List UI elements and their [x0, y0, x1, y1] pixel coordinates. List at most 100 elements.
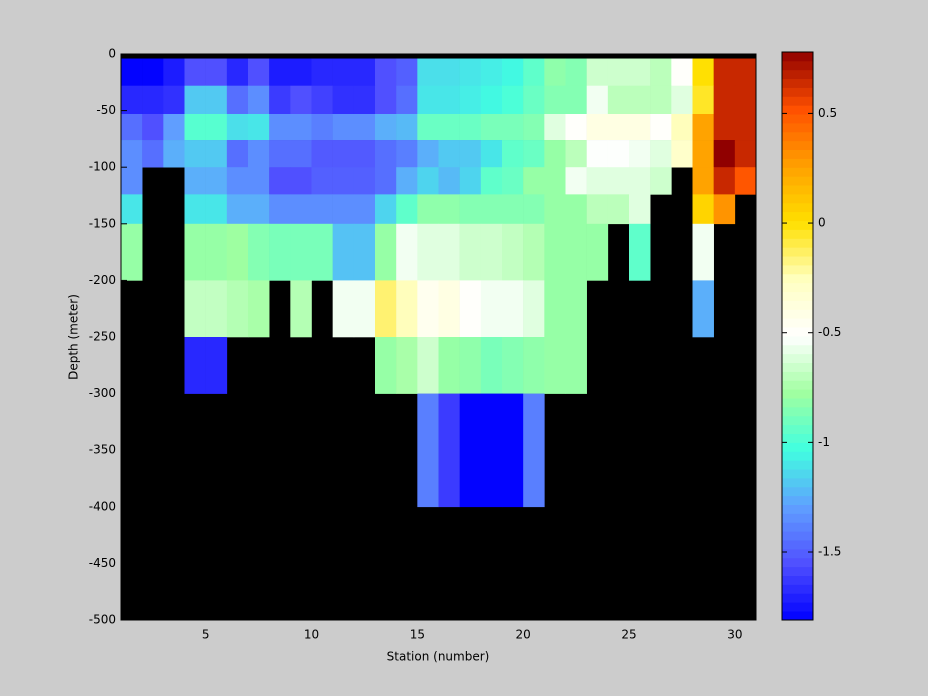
heatmap-cell — [523, 194, 545, 225]
heatmap-cell — [311, 194, 333, 225]
heatmap-cell — [586, 223, 609, 281]
heatmap-cell — [417, 280, 439, 338]
heatmap-cell — [692, 140, 714, 168]
heatmap-cell — [523, 393, 545, 508]
heatmap-cell — [205, 223, 228, 281]
x-tick-label: 5 — [202, 628, 210, 642]
heatmap-cell — [565, 337, 587, 394]
heatmap-cell — [332, 85, 355, 115]
heatmap-cell — [332, 58, 355, 86]
heatmap-cell — [184, 280, 206, 338]
heatmap-cell — [163, 140, 185, 168]
colorbar-swatch — [782, 96, 813, 106]
heatmap-cell — [629, 194, 651, 225]
heatmap-cell — [586, 167, 609, 195]
heatmap-cell — [438, 337, 460, 394]
heatmap-cell — [734, 85, 757, 115]
heatmap-cell — [226, 113, 249, 141]
heatmap-cell — [290, 85, 312, 115]
heatmap-cell — [480, 85, 503, 115]
colorbar-swatch — [782, 69, 813, 80]
colorbar-swatch — [782, 469, 813, 479]
heatmap-cell — [565, 223, 587, 281]
heatmap-cell — [586, 194, 609, 225]
colorbar-swatch — [782, 415, 813, 426]
heatmap-cell — [417, 393, 439, 508]
y-tick-label: -50 — [96, 103, 116, 117]
heatmap-cell — [692, 280, 714, 338]
heatmap-cell — [121, 58, 143, 86]
colorbar-swatch — [782, 300, 813, 310]
heatmap-cell — [438, 113, 460, 141]
heatmap-cell — [607, 140, 630, 168]
heatmap-cell — [629, 167, 651, 195]
colorbar-swatch — [782, 114, 813, 124]
heatmap-cell — [607, 167, 630, 195]
heatmap-cell — [544, 223, 566, 281]
heatmap-cell — [417, 223, 439, 281]
heatmap-cell — [396, 194, 418, 225]
heatmap-cell — [544, 194, 566, 225]
heatmap-cell — [142, 113, 164, 141]
heatmap-cell — [438, 167, 460, 195]
colorbar-swatch — [782, 424, 813, 435]
colorbar-swatch — [782, 220, 813, 230]
y-tick-label: -200 — [89, 273, 116, 287]
colorbar-swatch — [782, 513, 813, 523]
heatmap-cell — [607, 113, 630, 141]
heatmap-cell — [523, 280, 545, 338]
heatmap-cell — [480, 113, 503, 141]
heatmap-cell — [692, 58, 714, 86]
heatmap-cell — [332, 140, 355, 168]
colorbar-swatch — [782, 611, 813, 621]
heatmap-cell — [586, 113, 609, 141]
colorbar-swatch — [782, 78, 813, 88]
heatmap-cell — [269, 85, 291, 115]
heatmap-cell — [248, 85, 270, 115]
colorbar-swatch — [782, 389, 813, 399]
heatmap-cell — [713, 85, 736, 115]
heatmap-cell — [650, 167, 672, 195]
heatmap-cell — [438, 393, 460, 508]
heatmap-cell — [311, 223, 333, 281]
heatmap-cell — [248, 167, 270, 195]
heatmap-cell — [396, 223, 418, 281]
heatmap-cell — [565, 58, 587, 86]
heatmap-cell — [586, 140, 609, 168]
heatmap-cell — [544, 337, 566, 394]
heatmap-cell — [459, 194, 482, 225]
heatmap-cell — [438, 140, 460, 168]
colorbar-swatch — [782, 123, 813, 133]
heatmap-cell — [607, 85, 630, 115]
colorbar-swatch — [782, 336, 813, 346]
colorbar-swatch — [782, 504, 813, 514]
heatmap-cell — [671, 85, 693, 115]
heatmap-cell — [290, 167, 312, 195]
heatmap-cell — [544, 140, 566, 168]
heatmap-cell — [121, 113, 143, 141]
heatmap-cell — [163, 85, 185, 115]
heatmap-cell — [396, 280, 418, 338]
heatmap-cell — [121, 167, 143, 195]
y-tick-label: -500 — [89, 613, 116, 627]
heatmap-cell — [375, 85, 397, 115]
heatmap-cell — [502, 337, 524, 394]
heatmap-cell — [565, 194, 587, 225]
heatmap-cell — [269, 167, 291, 195]
colorbar-swatch — [782, 238, 813, 248]
heatmap-cell — [248, 140, 270, 168]
heatmap-cell — [269, 113, 291, 141]
colorbar-swatch — [782, 282, 813, 293]
heatmap-cell — [544, 113, 566, 141]
heatmap-cell — [734, 167, 757, 195]
heatmap-cell — [353, 140, 376, 168]
colorbar-swatch — [782, 371, 813, 381]
heatmap-cell — [438, 223, 460, 281]
colorbar-tick-label: -0.5 — [818, 325, 841, 339]
heatmap-cell — [205, 194, 228, 225]
heatmap-cell — [417, 194, 439, 225]
heatmap-cell — [375, 167, 397, 195]
heatmap-cell — [523, 85, 545, 115]
heatmap-cell — [417, 85, 439, 115]
